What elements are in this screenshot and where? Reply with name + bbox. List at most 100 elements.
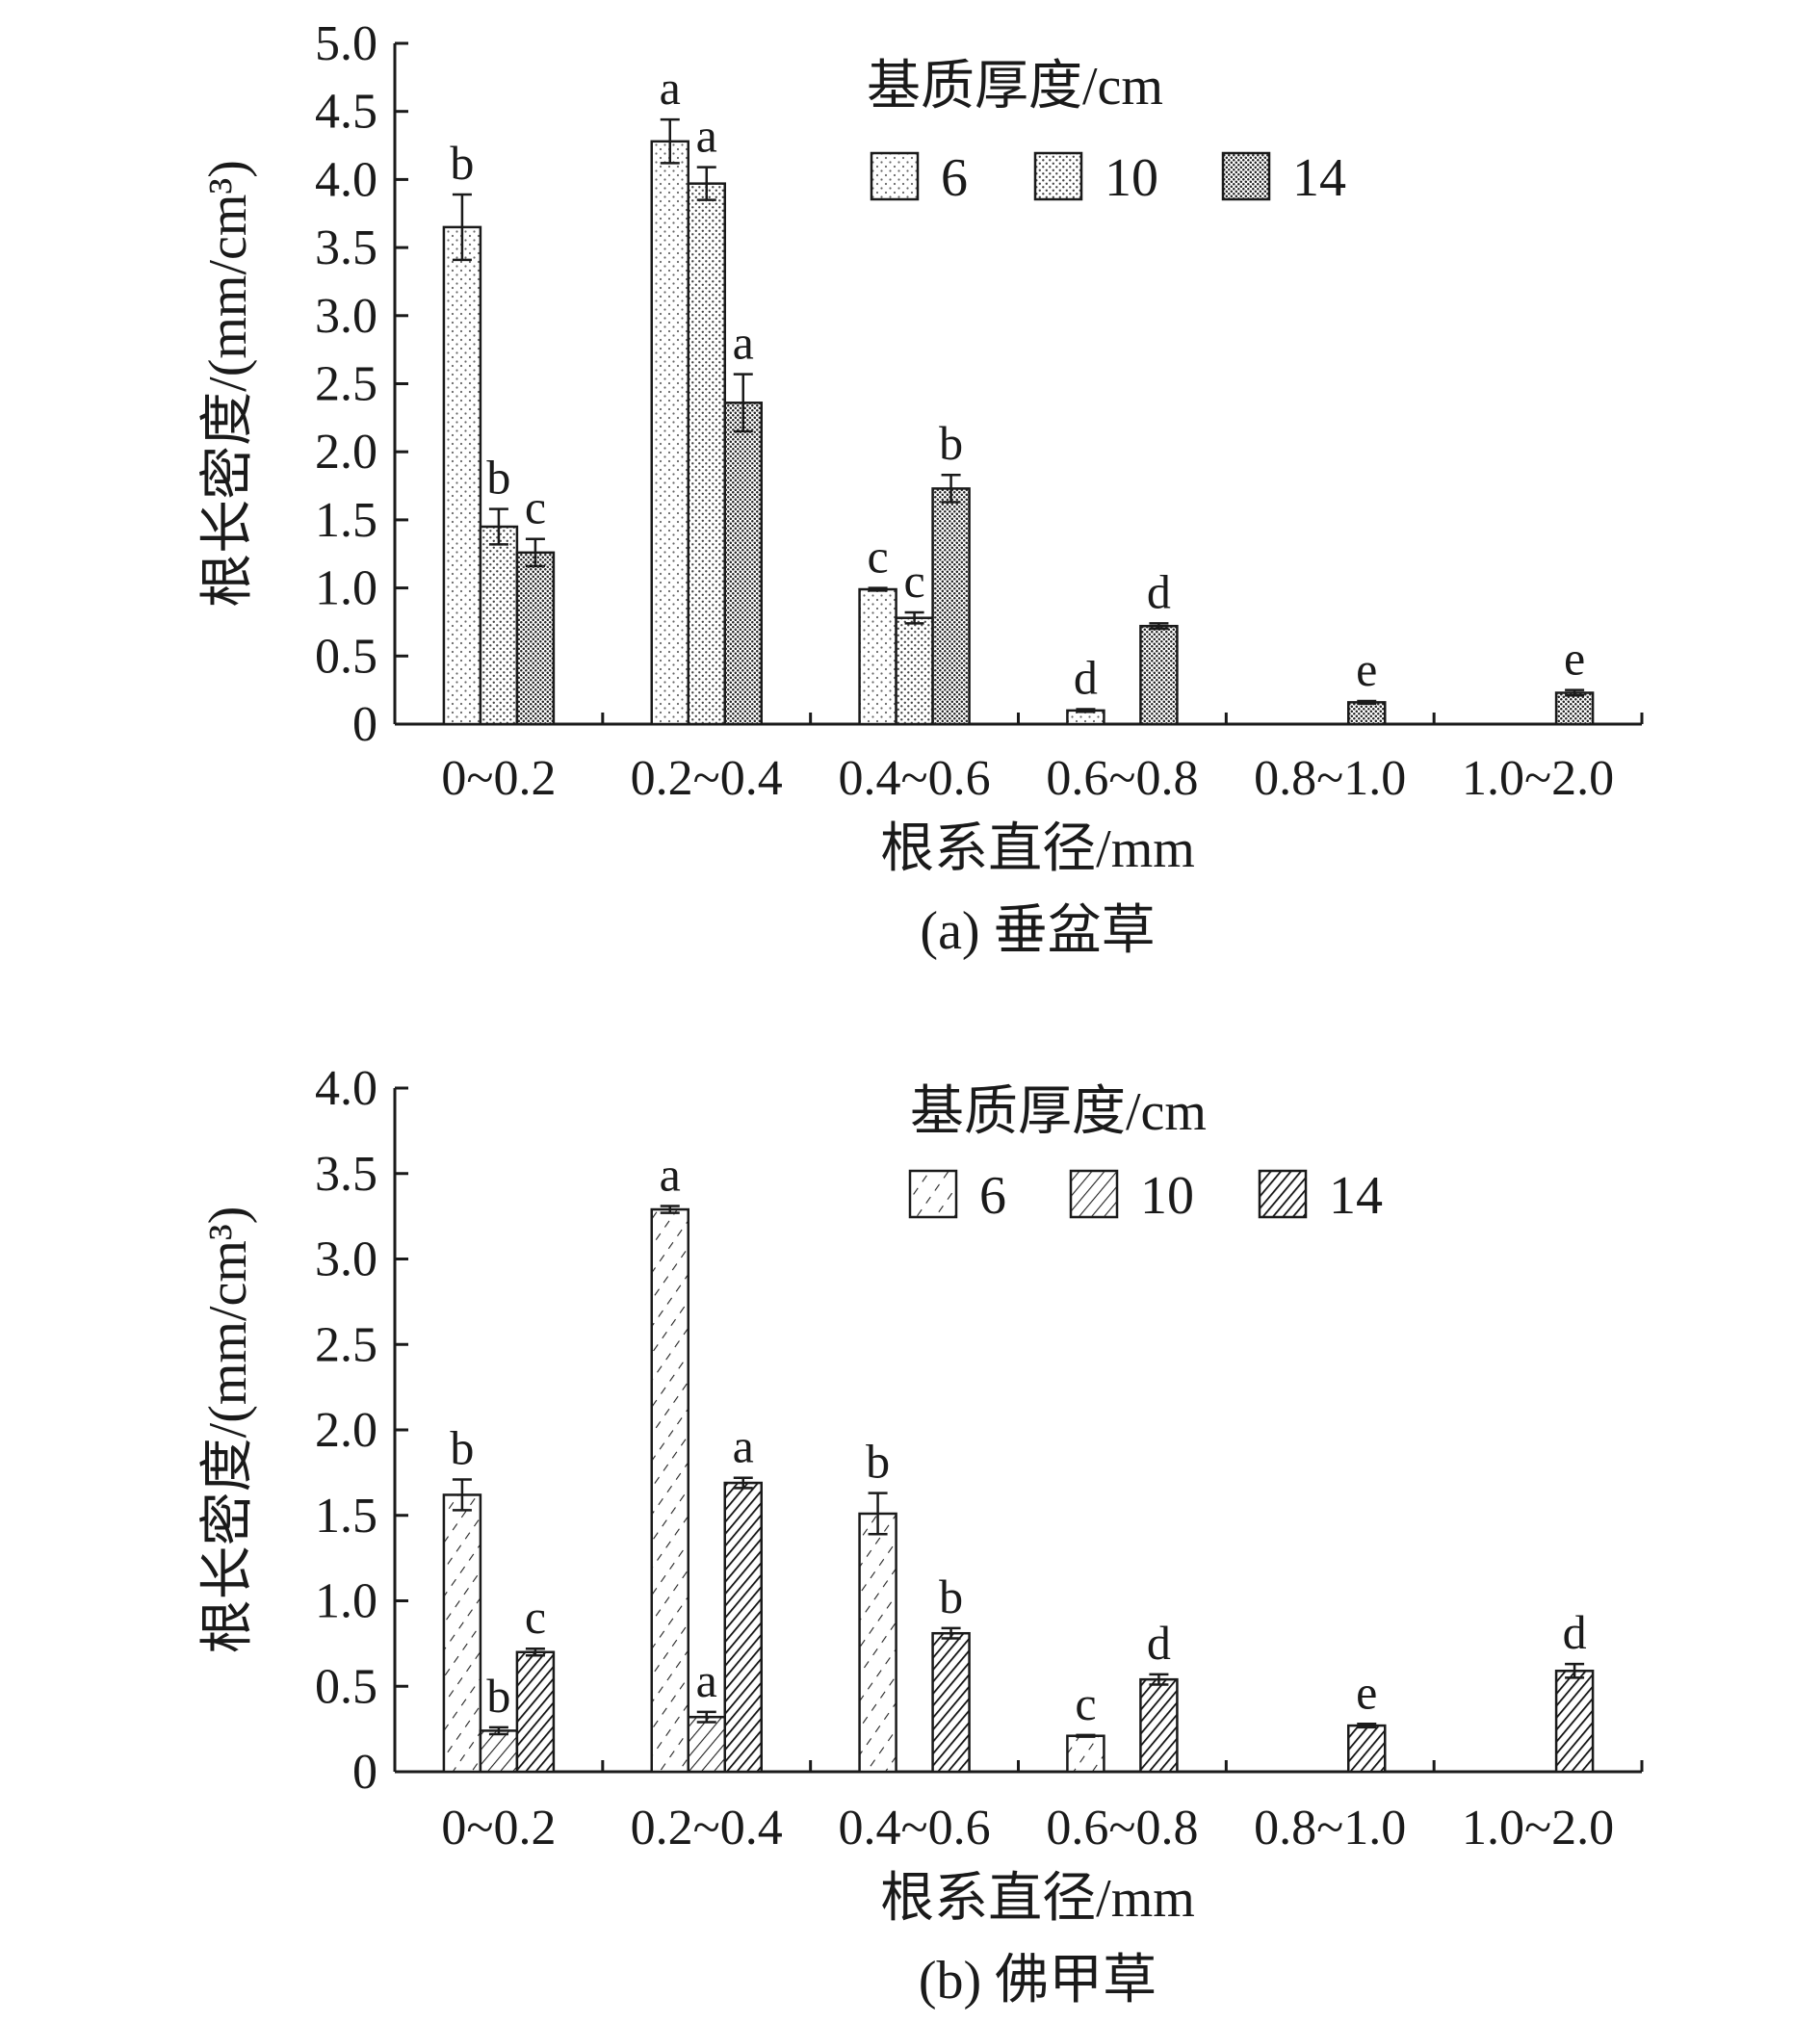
- x-tick-label: 0.2~0.4: [631, 751, 783, 806]
- bar: [723, 402, 763, 726]
- legend-title: 基质厚度/cm: [910, 1082, 1207, 1142]
- legend-title: 基质厚度/cm: [867, 57, 1163, 117]
- significance-label: b: [486, 451, 510, 505]
- bar: [858, 587, 897, 726]
- significance-label: b: [939, 416, 963, 470]
- bar: [723, 1481, 763, 1774]
- significance-label: d: [1147, 564, 1171, 618]
- significance-label: a: [733, 1419, 754, 1473]
- x-tick-label: 0.4~0.6: [839, 751, 991, 806]
- significance-label: b: [486, 1669, 510, 1723]
- bar: [442, 1493, 482, 1774]
- x-tick-label: 1.0~2.0: [1462, 751, 1614, 806]
- significance-label: b: [450, 1420, 474, 1474]
- bar: [687, 1715, 726, 1774]
- bar: [895, 616, 934, 726]
- significance-label: d: [1563, 1605, 1587, 1659]
- legend-label: 10: [1105, 148, 1158, 208]
- significance-label: a: [660, 1147, 681, 1201]
- significance-label: d: [1147, 1616, 1171, 1670]
- legend-label: 14: [1292, 148, 1346, 208]
- legend-swatch: [1069, 1169, 1119, 1219]
- x-tick-label: 0.4~0.6: [839, 1801, 991, 1855]
- significance-label: a: [660, 61, 681, 115]
- chart-b: 0 0.5 1.0 1.5 2.0 2.5 3.0 3.5 4.0 0~0.2 0.2~0.4 0.4…: [198, 1061, 1644, 2011]
- significance-label: b: [939, 1570, 963, 1623]
- bar: [479, 1729, 519, 1774]
- bar: [858, 1512, 897, 1774]
- y-tick-label: 2.5: [315, 357, 377, 412]
- significance-label: b: [866, 1435, 890, 1489]
- y-tick-label: 1.0: [315, 561, 377, 616]
- y-tick-label: 1.5: [315, 1489, 377, 1544]
- y-tick-label: 0.5: [315, 629, 377, 684]
- y-tick-label: 3.5: [315, 1147, 377, 1202]
- bar: [1554, 691, 1595, 726]
- legend-label: 6: [979, 1166, 1006, 1226]
- bar: [687, 182, 726, 726]
- legend-label: 10: [1140, 1166, 1194, 1226]
- y-tick-label: 4.0: [315, 1061, 377, 1116]
- y-axis-label: 根长密度/(mm/cm³): [198, 160, 258, 608]
- y-tick-label: 3.5: [315, 221, 377, 275]
- x-tick-label: 0.8~1.0: [1254, 1801, 1406, 1855]
- legend-swatch: [1033, 151, 1083, 201]
- y-tick-label: 3.0: [315, 289, 377, 344]
- x-axis-label: 根系直径/mm: [880, 819, 1195, 879]
- x-tick-label: 0.6~0.8: [1046, 751, 1198, 806]
- y-tick-label: 2.0: [315, 1403, 377, 1458]
- y-tick-label: 5.0: [315, 16, 377, 71]
- significance-label: b: [450, 136, 474, 190]
- significance-label: d: [1074, 650, 1098, 704]
- significance-label: c: [1075, 1676, 1096, 1730]
- bar: [515, 1650, 556, 1774]
- y-tick-label: 3.0: [315, 1233, 377, 1287]
- bar: [650, 1207, 689, 1774]
- x-tick-label: 0.8~1.0: [1254, 751, 1406, 806]
- bar: [931, 487, 971, 726]
- x-tick-label: 0.6~0.8: [1046, 1801, 1198, 1855]
- y-tick-label: 1.0: [315, 1574, 377, 1629]
- chart-caption: (b) 佛甲草: [919, 1951, 1157, 2011]
- bar: [1347, 1724, 1387, 1774]
- y-axis-label: 根长密度/(mm/cm³): [198, 1207, 258, 1654]
- x-tick-label: 1.0~2.0: [1462, 1801, 1614, 1855]
- y-tick-label: 0: [352, 697, 377, 752]
- bar: [442, 225, 482, 726]
- bar: [515, 551, 556, 726]
- bar: [1066, 1734, 1105, 1774]
- significance-label: a: [696, 109, 717, 163]
- significance-label: c: [867, 530, 888, 584]
- x-tick-label: 0~0.2: [441, 1801, 556, 1855]
- x-tick-label: 0.2~0.4: [631, 1801, 783, 1855]
- legend-swatch: [908, 1169, 958, 1219]
- y-tick-label: 4.5: [315, 85, 377, 140]
- y-tick-label: 4.0: [315, 152, 377, 207]
- legend-swatch: [1221, 151, 1271, 201]
- bar: [650, 140, 689, 726]
- legend-label: 6: [941, 148, 968, 208]
- bar: [1554, 1670, 1595, 1774]
- bar: [931, 1631, 971, 1774]
- significance-label: e: [1356, 642, 1377, 696]
- bar: [1139, 624, 1179, 726]
- chart-caption: (a) 垂盆草: [920, 901, 1155, 961]
- y-tick-label: 1.5: [315, 493, 377, 548]
- y-tick-label: 2.0: [315, 425, 377, 480]
- significance-label: e: [1356, 1665, 1377, 1719]
- significance-label: e: [1564, 632, 1585, 686]
- chart-a: 0 0.5 1.0 1.5 2.0 2.5 3.0 3.5 4.0 4.5 5.0 0~0.2 0.2~…: [198, 16, 1644, 961]
- y-tick-label: 0.5: [315, 1659, 377, 1714]
- y-tick-label: 2.5: [315, 1317, 377, 1372]
- y-tick-label: 0: [352, 1745, 377, 1800]
- legend-label: 14: [1329, 1166, 1383, 1226]
- bar: [1347, 701, 1387, 726]
- significance-label: c: [525, 1590, 546, 1644]
- legend-swatch: [870, 151, 920, 201]
- legend-swatch: [1258, 1169, 1308, 1219]
- bar: [479, 525, 519, 726]
- x-tick-label: 0~0.2: [441, 751, 556, 806]
- significance-label: c: [903, 554, 924, 608]
- significance-label: a: [696, 1653, 717, 1707]
